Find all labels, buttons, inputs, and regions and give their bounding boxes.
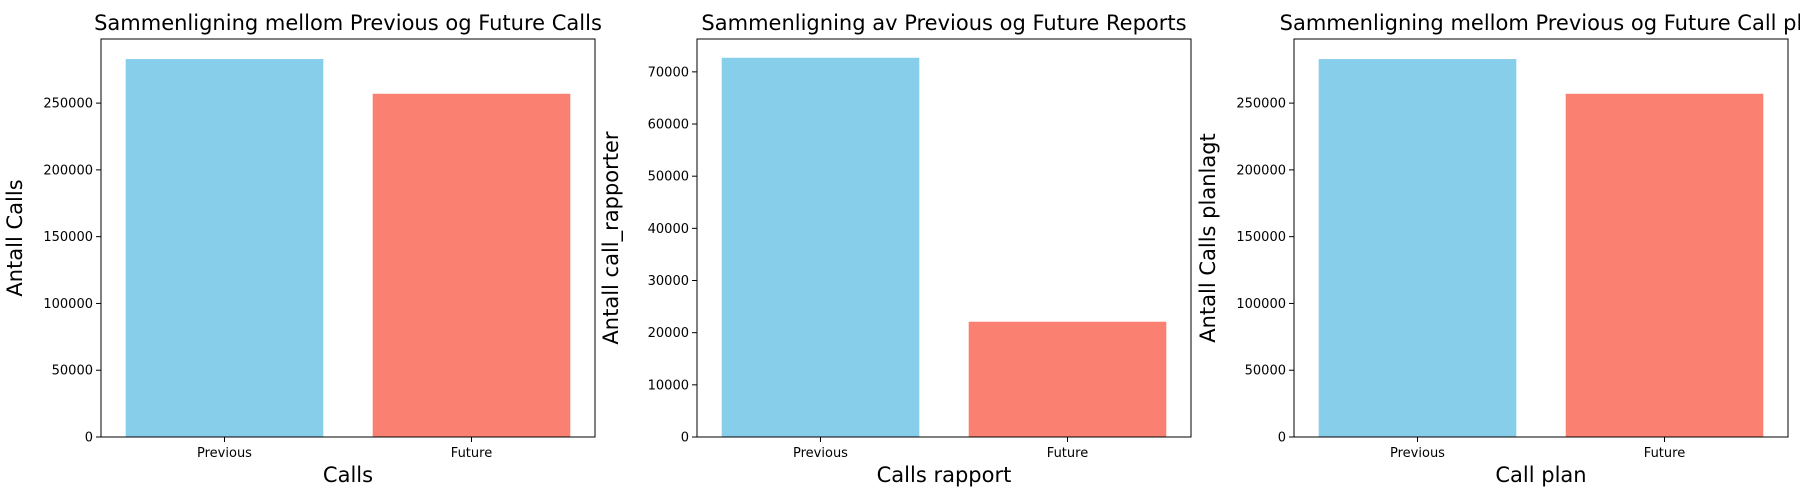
bar-future: [968, 321, 1167, 437]
x-tick-label-future: Future: [451, 446, 492, 461]
y-tick-label: 50000: [1245, 364, 1286, 379]
bar-future: [1565, 93, 1764, 437]
y-tick-label: 150000: [1236, 230, 1286, 245]
x-tick-label-previous: Previous: [1390, 446, 1445, 461]
plot-frame: [696, 38, 1192, 438]
bar-previous: [1318, 59, 1517, 437]
x-tick-label-previous: Previous: [793, 446, 848, 461]
chart-title: Sammenligning mellom Previous og Future …: [1280, 11, 1800, 35]
y-axis-label: Antall Calls planlagt: [1196, 133, 1220, 343]
y-tick-label: 40000: [648, 222, 689, 237]
y-tick-label: 10000: [648, 378, 689, 393]
chart-panel-2: 0 10000 20000 30000 40000 50000 60000 70000 Prev…: [599, 11, 1192, 487]
chart-title: Sammenligning av Previous og Future Repo…: [701, 11, 1186, 35]
bar-future: [372, 93, 571, 437]
y-tick-label: 30000: [648, 274, 689, 289]
y-tick-label: 20000: [648, 326, 689, 341]
y-tick-label: 50000: [52, 364, 93, 379]
chart-panel-3: 0 50000 100000 150000 200000 250000 Previous Fu…: [1196, 11, 1800, 487]
chart-panel-1: 0 50000 100000 150000 200000 250000 Previous Fu…: [3, 11, 602, 487]
y-tick-label: 200000: [1236, 163, 1286, 178]
x-tick-label-future: Future: [1644, 446, 1685, 461]
y-tick-label: 100000: [1236, 297, 1286, 312]
plot-frame: [100, 38, 596, 438]
y-tick-label: 50000: [648, 170, 689, 185]
x-tick-label-future: Future: [1047, 446, 1088, 461]
bar-previous: [125, 59, 324, 437]
chart-title: Sammenligning mellom Previous og Future …: [94, 11, 602, 35]
x-tick-label-previous: Previous: [197, 446, 252, 461]
x-axis-label: Call plan: [1495, 463, 1586, 487]
bar-previous: [721, 57, 920, 438]
x-axis-label: Calls: [323, 463, 373, 487]
y-tick-label: 60000: [648, 118, 689, 133]
y-axis-label: Antall Calls: [3, 179, 27, 296]
plot-frame: [1293, 38, 1789, 438]
y-tick-label: 100000: [43, 297, 93, 312]
y-axis-label: Antall call_rapporter: [599, 131, 624, 345]
y-tick-label: 0: [85, 431, 93, 446]
y-tick-label: 70000: [648, 65, 689, 80]
y-tick-label: 0: [681, 431, 689, 446]
x-axis-label: Calls rapport: [877, 463, 1012, 487]
y-tick-label: 250000: [1236, 97, 1286, 112]
y-tick-label: 0: [1278, 431, 1286, 446]
y-tick-label: 200000: [43, 163, 93, 178]
y-tick-label: 150000: [43, 230, 93, 245]
y-tick-label: 250000: [43, 97, 93, 112]
